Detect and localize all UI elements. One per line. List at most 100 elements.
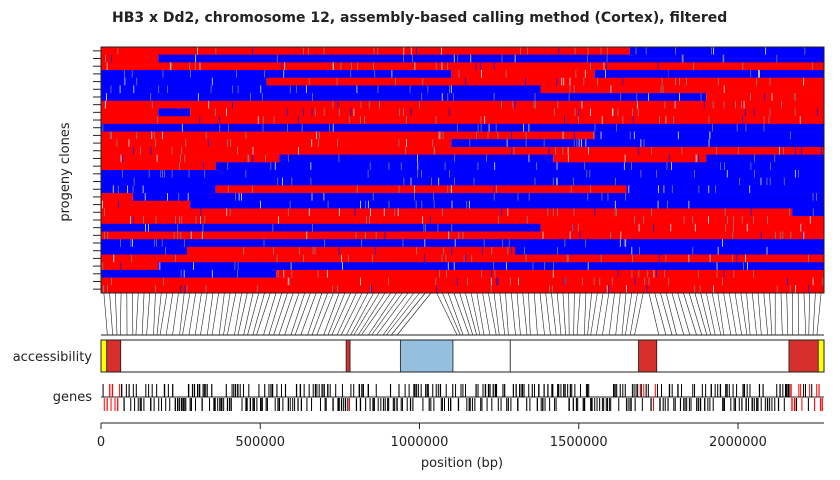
missing-call-mark — [688, 200, 690, 209]
missing-call-mark — [812, 208, 814, 217]
missing-call-mark — [452, 93, 454, 101]
gene-mark — [465, 384, 467, 397]
missing-call-mark — [458, 231, 460, 240]
missing-call-mark — [553, 262, 554, 270]
missing-call-mark — [739, 47, 741, 55]
gene-mark — [785, 384, 787, 397]
genotype-segment — [451, 139, 824, 148]
missing-call-mark — [544, 262, 546, 270]
missing-call-mark — [302, 47, 304, 55]
genotype-segment — [101, 170, 824, 178]
missing-call-mark — [282, 177, 283, 186]
missing-call-mark — [552, 208, 554, 217]
missing-call-mark — [683, 216, 685, 224]
missing-call-mark — [337, 285, 339, 293]
missing-call-mark — [185, 77, 187, 86]
missing-call-mark — [210, 85, 212, 94]
gene-mark — [430, 398, 432, 411]
gene-mark — [594, 398, 596, 411]
gene-mark — [466, 398, 468, 411]
missing-call-mark — [790, 70, 792, 78]
missing-call-mark — [708, 116, 710, 124]
missing-call-mark — [576, 139, 578, 147]
connector-line — [488, 292, 497, 336]
gene-mark — [265, 398, 267, 411]
gene-mark — [292, 398, 294, 411]
missing-call-mark — [188, 170, 190, 178]
gene-mark — [681, 384, 683, 397]
gene-mark — [231, 384, 233, 397]
gene-mark — [544, 398, 546, 411]
missing-call-mark — [379, 100, 380, 109]
missing-call-mark — [708, 139, 710, 147]
missing-call-mark — [665, 254, 667, 263]
genotype-segment — [101, 146, 824, 155]
missing-call-mark — [812, 193, 814, 201]
missing-call-mark — [816, 193, 817, 201]
gene-mark — [684, 398, 686, 411]
missing-call-mark — [493, 93, 495, 101]
missing-call-mark — [311, 108, 313, 117]
missing-call-mark — [273, 116, 275, 124]
missing-call-mark — [226, 108, 227, 117]
missing-call-mark — [451, 223, 453, 232]
connector-line — [109, 292, 113, 336]
missing-call-mark — [252, 154, 254, 163]
missing-call-mark — [674, 47, 676, 55]
missing-call-mark — [587, 262, 589, 270]
gene-mark — [321, 384, 323, 397]
missing-call-mark — [395, 77, 396, 86]
gene-mark — [801, 398, 803, 411]
gene-mark — [743, 384, 746, 397]
missing-call-mark — [480, 70, 482, 78]
missing-call-mark — [392, 93, 394, 101]
missing-call-mark — [732, 223, 734, 232]
gene-mark — [719, 384, 722, 397]
missing-call-mark — [643, 139, 645, 147]
gene-mark — [742, 384, 744, 397]
gene-mark — [443, 398, 445, 411]
missing-call-mark — [365, 216, 367, 224]
gene-mark — [567, 384, 569, 397]
connector-line — [706, 292, 716, 336]
missing-call-mark — [753, 216, 754, 224]
missing-call-mark — [364, 231, 366, 240]
missing-call-mark — [614, 177, 616, 186]
connector-line — [119, 292, 122, 336]
missing-call-mark — [711, 47, 713, 55]
missing-call-mark — [802, 123, 803, 132]
connector-line — [700, 292, 712, 336]
missing-call-mark — [116, 223, 118, 232]
missing-call-mark — [629, 131, 631, 140]
gene-mark — [494, 384, 496, 397]
missing-call-mark — [148, 170, 150, 178]
missing-call-mark — [416, 47, 418, 55]
connector-line — [539, 292, 545, 336]
gene-mark — [816, 384, 818, 397]
missing-call-mark — [383, 208, 385, 217]
missing-call-mark — [794, 93, 796, 101]
gene-mark — [153, 398, 155, 411]
connector-line — [268, 292, 283, 336]
missing-call-mark — [287, 208, 289, 217]
missing-call-mark — [601, 116, 603, 124]
missing-call-mark — [399, 193, 401, 201]
gene-mark — [495, 384, 498, 397]
gene-mark — [588, 384, 590, 397]
connector-line — [615, 292, 621, 336]
connector-line — [290, 292, 305, 336]
connector-line — [723, 292, 732, 336]
gene-mark — [712, 398, 714, 411]
gene-mark — [372, 398, 374, 411]
gene-mark — [671, 384, 673, 397]
missing-call-mark — [745, 254, 747, 263]
missing-call-mark — [700, 93, 702, 101]
missing-call-mark — [133, 177, 135, 186]
missing-call-mark — [373, 47, 375, 55]
missing-call-mark — [557, 208, 559, 217]
connector-line — [243, 292, 254, 336]
gene-mark — [280, 384, 282, 397]
missing-call-mark — [631, 246, 633, 255]
missing-call-mark — [626, 239, 628, 247]
gene-mark — [358, 384, 361, 397]
